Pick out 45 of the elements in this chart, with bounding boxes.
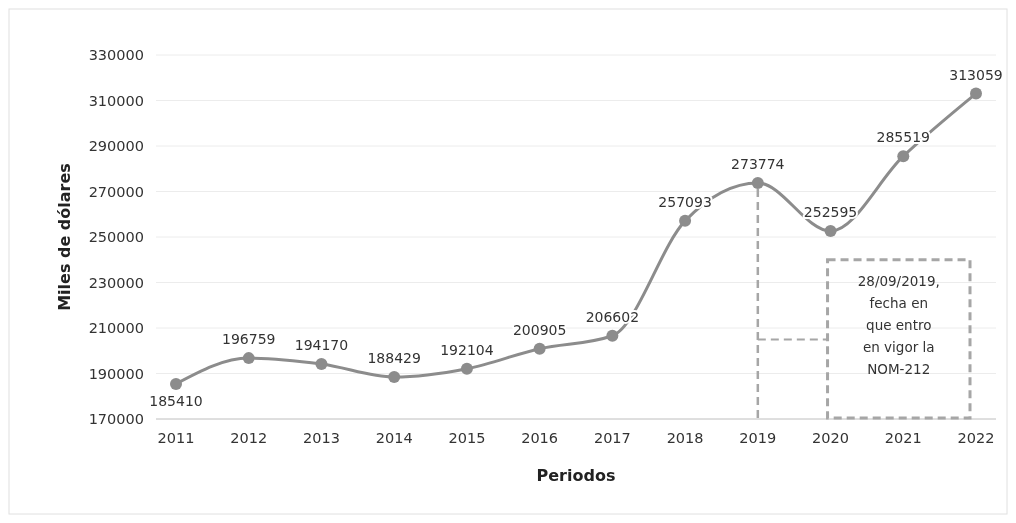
point — [606, 329, 619, 342]
x-tick-label: 2020 — [812, 430, 849, 446]
data-label: 313059 — [949, 66, 1003, 83]
y-tick-label: 170000 — [88, 411, 144, 428]
point — [751, 176, 764, 189]
y-tick-label: 270000 — [88, 183, 144, 200]
data-label: 194170 — [294, 337, 349, 354]
data-label: 200905 — [512, 321, 567, 338]
x-tick-label: 2022 — [957, 430, 995, 446]
point — [315, 358, 328, 371]
point — [460, 362, 473, 375]
point — [242, 352, 255, 365]
y-tick-label: 230000 — [88, 274, 144, 291]
y-axis-title: Miles de dólares — [55, 163, 74, 311]
point — [533, 342, 546, 355]
x-tick-label: 2019 — [739, 430, 777, 446]
x-tick-label: 2014 — [375, 430, 413, 446]
point — [897, 150, 910, 163]
y-tick-label: 190000 — [88, 365, 144, 382]
x-axis-title: Periodos — [536, 466, 616, 485]
data-label: 196759 — [222, 331, 276, 348]
x-tick-label: 2017 — [593, 430, 631, 446]
point — [970, 87, 982, 100]
point — [824, 225, 837, 238]
x-tick-label: 2011 — [157, 430, 195, 446]
point — [170, 377, 182, 390]
point — [388, 371, 401, 384]
data-label: 185410 — [149, 392, 203, 409]
x-tick-label: 2016 — [521, 430, 559, 446]
x-tick-label: 2012 — [230, 430, 268, 446]
y-tick-label: 250000 — [88, 229, 144, 246]
point — [679, 214, 692, 227]
x-tick-label: 2021 — [884, 430, 922, 446]
data-label: 192104 — [440, 341, 494, 358]
y-tick-label: 290000 — [88, 138, 144, 155]
x-tick-label: 2015 — [448, 430, 486, 446]
y-tick-label: 210000 — [88, 320, 144, 337]
x-tick-label: 2018 — [666, 430, 704, 446]
y-tick-label: 310000 — [88, 92, 144, 109]
x-tick-label: 2013 — [303, 430, 340, 446]
data-label: 273774 — [731, 155, 785, 172]
data-label: 188429 — [367, 350, 421, 367]
annotation: 28/09/2019, fecha en que entro en vigor la NOM-212 — [857, 272, 940, 377]
data-label: 252595 — [803, 204, 858, 221]
y-tick-label: 330000 — [88, 47, 144, 64]
